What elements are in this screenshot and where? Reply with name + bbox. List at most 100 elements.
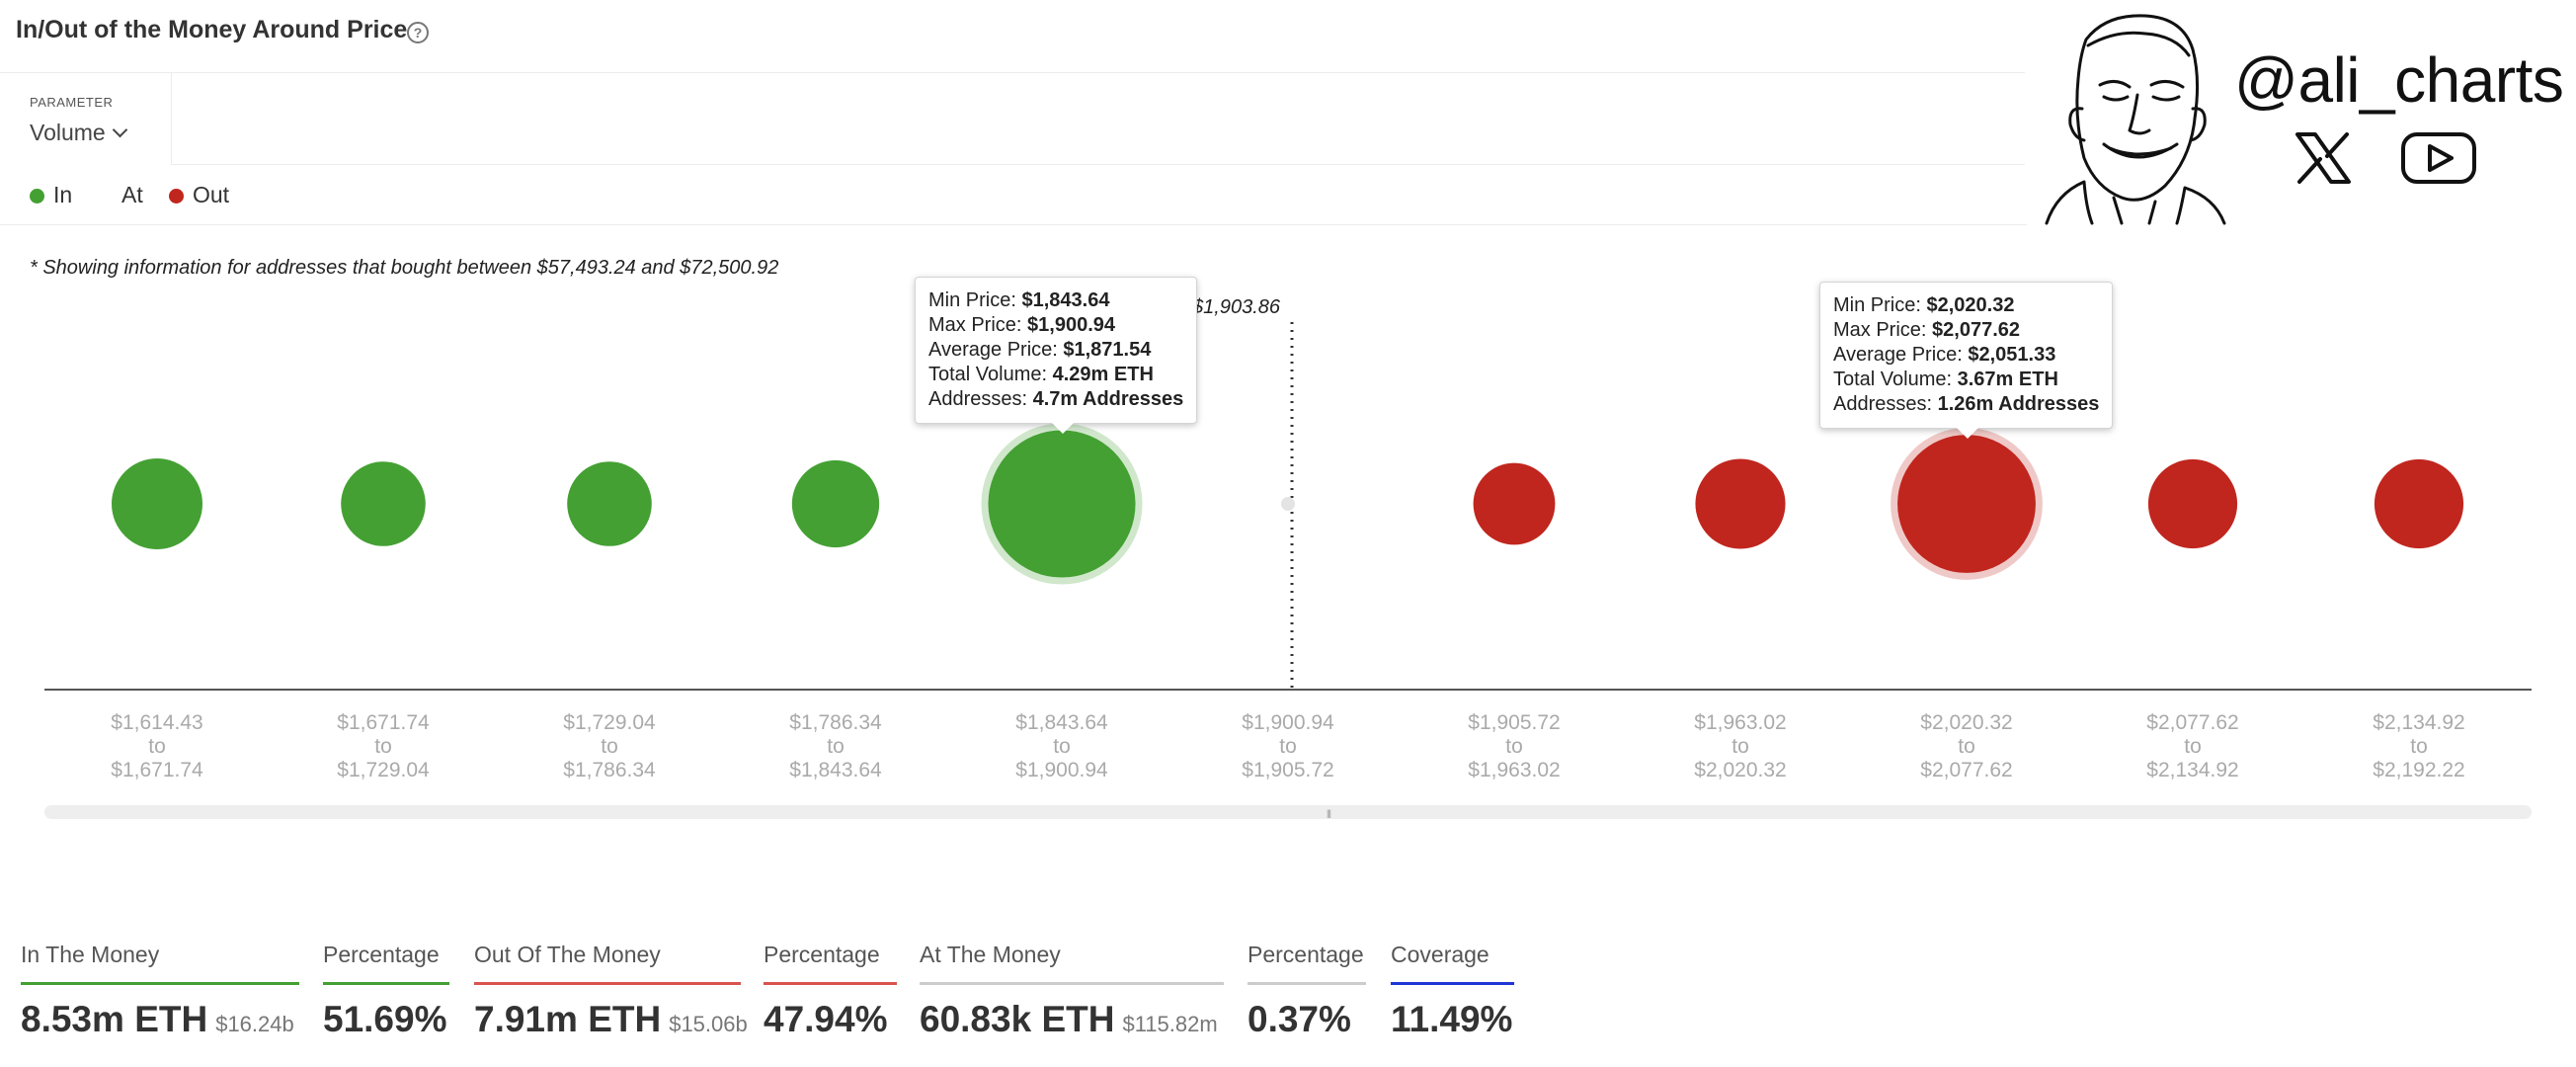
stat-sub: $115.82m <box>1122 1012 1218 1036</box>
x-tick-label: to <box>148 735 166 758</box>
x-tick-label: to <box>1279 735 1297 758</box>
tooltip-value: $1,900.94 <box>1027 314 1116 337</box>
x-tick-label: to <box>2184 735 2202 758</box>
x-logo-icon <box>2295 132 2351 184</box>
tooltip-value: 4.7m Addresses <box>1032 388 1184 411</box>
tooltip-row: Min Price: $1,843.64 <box>928 288 1183 313</box>
x-tick-label: $2,077.62 <box>1920 759 2012 781</box>
tooltip: Min Price: $2,020.32 Max Price: $2,077.62… <box>1819 282 2114 440</box>
x-tick-label: $1,843.64 <box>1015 711 1108 734</box>
bubble-chart: Current Price: $1,903.86$1,614.43to$1,67… <box>44 296 2532 781</box>
x-tick-label: $1,729.04 <box>563 711 656 734</box>
x-tick-label: $2,020.32 <box>1694 759 1786 781</box>
stat-label: In The Money <box>21 942 299 985</box>
tooltip-value: $2,051.33 <box>1968 344 2056 367</box>
stat-value: 51.69% <box>323 999 447 1039</box>
x-tick-label: $2,077.62 <box>2146 711 2238 734</box>
tooltip-row: Addresses: 1.26m Addresses <box>1833 392 2099 417</box>
tooltip-label: Min Price: <box>1833 294 1927 317</box>
tooltip-arrow <box>1052 423 1074 435</box>
x-tick-label: $1,905.72 <box>1242 759 1333 781</box>
tooltip-value: 3.67m ETH <box>1957 369 2058 391</box>
help-icon[interactable]: ? <box>407 22 429 43</box>
stat-coverage: Coverage 11.49% <box>1391 942 1514 1040</box>
tooltip-row: Average Price: $1,871.54 <box>928 338 1183 363</box>
legend-dot-out <box>169 189 184 204</box>
stat-label: Out Of The Money <box>474 942 741 985</box>
stat-label: Percentage <box>323 942 449 985</box>
tooltip-label: Addresses: <box>928 388 1033 411</box>
bubble-out[interactable] <box>2147 458 2238 549</box>
legend-dot-in <box>30 189 44 204</box>
tooltip-label: Total Volume: <box>1833 369 1958 391</box>
tooltip-value: 1.26m Addresses <box>1937 393 2100 416</box>
chart-scrollbar[interactable]: ||| <box>44 805 2532 819</box>
stat-sub: $15.06b <box>669 1012 748 1036</box>
header-bar <box>0 0 2025 73</box>
x-tick-label: $1,671.74 <box>337 711 430 734</box>
parameter-panel <box>0 73 172 165</box>
tooltip-row: Total Volume: 3.67m ETH <box>1833 368 2099 392</box>
stat-value: 60.83k ETH $115.82m <box>920 999 1218 1039</box>
tooltip-label: Addresses: <box>1833 393 1938 416</box>
parameter-value: Volume <box>30 120 106 145</box>
x-tick-label: to <box>2410 735 2428 758</box>
x-tick-label: $1,729.04 <box>337 759 430 781</box>
page-title: In/Out of the Money Around Price <box>16 16 408 43</box>
tooltip-row: Addresses: 4.7m Addresses <box>928 387 1183 412</box>
legend-label-in: In <box>53 182 73 207</box>
stat-at-the-money: At The Money 60.83k ETH $115.82m <box>920 942 1224 1040</box>
bubble-in[interactable] <box>341 461 426 546</box>
bubble-at[interactable] <box>1280 496 1296 512</box>
legend-item-at[interactable]: At <box>121 182 143 208</box>
stat-value: 11.49% <box>1391 999 1513 1039</box>
youtube-logo-icon <box>2401 132 2476 184</box>
tooltip: Min Price: $1,843.64 Max Price: $1,900.94… <box>915 277 1198 435</box>
x-tick-label: to <box>1958 735 1975 758</box>
bubble-out[interactable] <box>1473 462 1556 545</box>
parameter-label: PARAMETER <box>30 95 114 110</box>
x-tick-label: to <box>374 735 392 758</box>
x-tick-label: to <box>1505 735 1523 758</box>
scroll-grip-icon[interactable]: ||| <box>1327 808 1331 818</box>
tooltip-value: $2,077.62 <box>1932 319 2021 342</box>
stat-value: 8.53m ETH $16.24b <box>21 999 294 1039</box>
parameter-select[interactable]: Volume <box>30 120 127 146</box>
bubble-in[interactable] <box>791 459 880 548</box>
stat-at-percentage: Percentage 0.37% <box>1248 942 1366 1040</box>
bubble-out[interactable] <box>1695 458 1786 549</box>
stat-out-percentage: Percentage 47.94% <box>764 942 897 1040</box>
x-tick-label: $2,192.22 <box>2373 759 2464 781</box>
tooltip-value: $1,871.54 <box>1063 339 1152 362</box>
bubble-in[interactable] <box>988 430 1136 578</box>
meme-face-icon <box>2045 14 2226 225</box>
tooltip-label: Max Price: <box>928 314 1028 337</box>
bubble-in[interactable] <box>567 461 652 546</box>
tooltip-label: Total Volume: <box>928 364 1053 386</box>
stat-value: 7.91m ETH $15.06b <box>474 999 748 1039</box>
bubble-out[interactable] <box>2374 458 2464 549</box>
stat-out-of-the-money: Out Of The Money 7.91m ETH $15.06b <box>474 942 748 1040</box>
legend-item-out[interactable]: Out <box>169 182 229 208</box>
bubble-in[interactable] <box>112 458 202 549</box>
x-tick-label: $1,963.02 <box>1468 759 1560 781</box>
tooltip-label: Min Price: <box>928 289 1022 312</box>
tooltip-row: Max Price: $2,077.62 <box>1833 318 2099 343</box>
x-tick-label: $1,905.72 <box>1468 711 1560 734</box>
tooltip-row: Average Price: $2,051.33 <box>1833 343 2099 368</box>
x-tick-label: $1,843.64 <box>789 759 882 781</box>
parameter-row <box>172 73 2025 165</box>
stat-value: 47.94% <box>764 999 888 1039</box>
legend-label-at: At <box>121 182 143 207</box>
stat-label: Coverage <box>1391 942 1514 985</box>
legend-item-in[interactable]: In <box>30 182 72 208</box>
bubble-out[interactable] <box>1897 435 2036 573</box>
tooltip-row: Min Price: $2,020.32 <box>1833 293 2099 318</box>
x-tick-label: to <box>827 735 845 758</box>
x-tick-label: $1,786.34 <box>789 711 882 734</box>
x-tick-label: to <box>1731 735 1749 758</box>
x-tick-label: $2,134.92 <box>2146 759 2238 781</box>
legend-row <box>0 166 2576 225</box>
watermark-handle: @ali_charts <box>2234 44 2564 116</box>
x-tick-label: $1,963.02 <box>1694 711 1786 734</box>
